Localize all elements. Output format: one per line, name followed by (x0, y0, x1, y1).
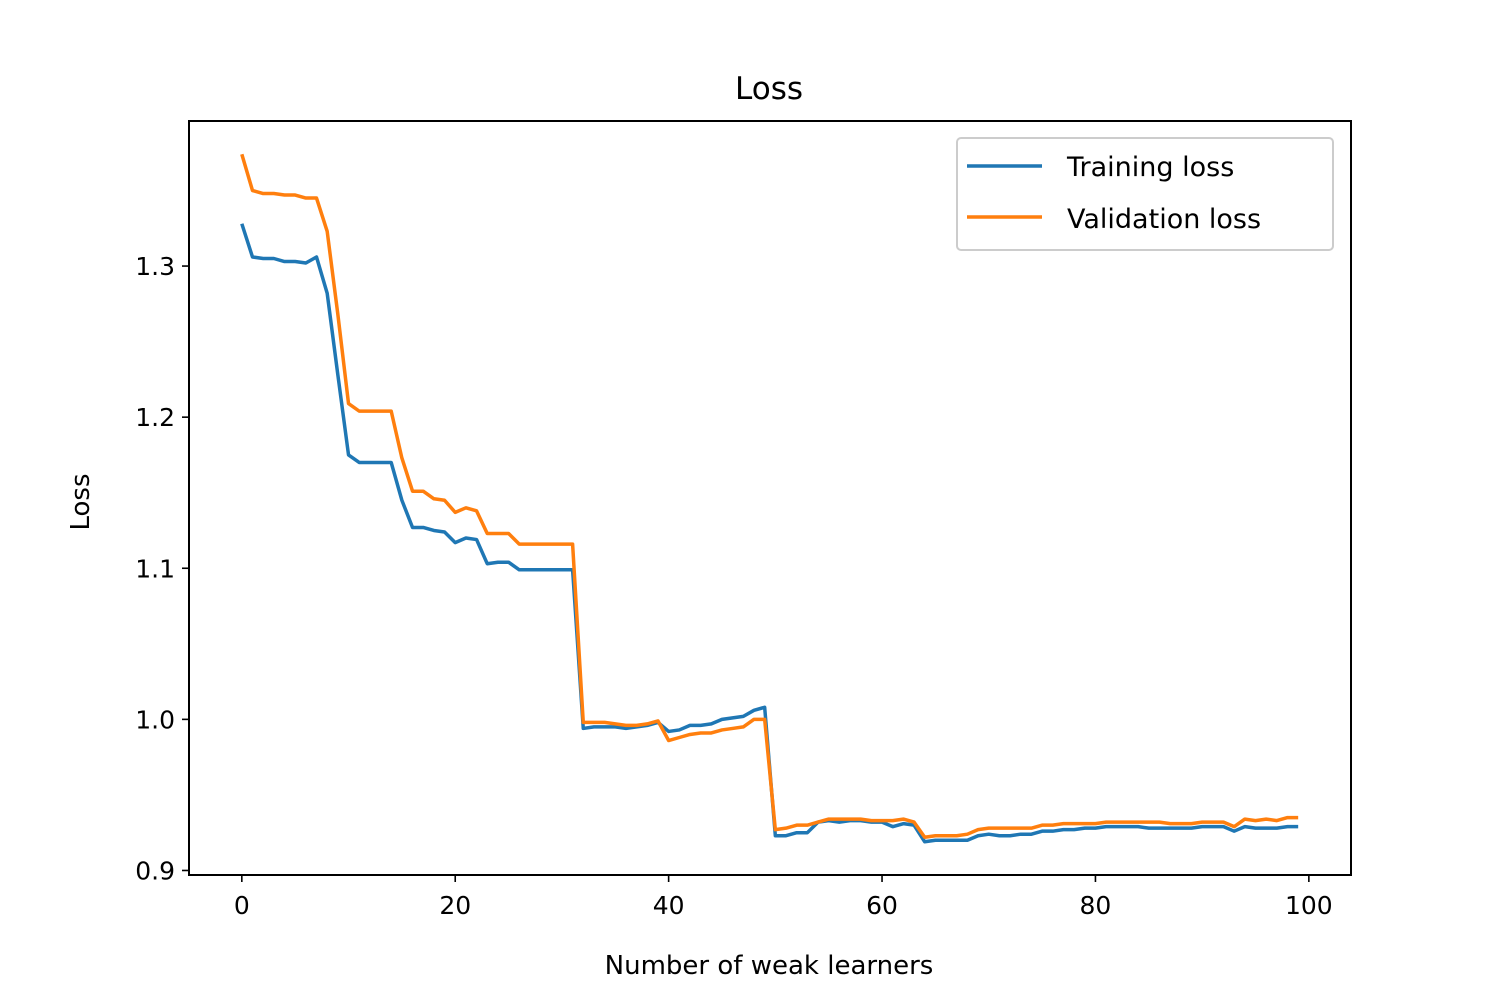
legend: Training loss Validation loss (956, 137, 1334, 251)
legend-label-training-loss: Training loss (1066, 152, 1234, 183)
series-line-validation-loss (240, 153, 1299, 839)
plot-frame (188, 120, 1352, 876)
x-tick-label: 40 (653, 891, 685, 920)
chart-title: Loss (735, 71, 803, 107)
x-axis-ticks: 0 20 40 60 80 100 (234, 875, 1333, 920)
y-tick-label: 1.2 (135, 403, 175, 432)
x-tick-label: 100 (1285, 891, 1333, 920)
series-layer (240, 153, 1299, 844)
legend-label-validation-loss: Validation loss (1067, 204, 1261, 235)
y-tick-label: 1.0 (135, 705, 175, 734)
y-tick-label: 0.9 (135, 856, 175, 885)
x-tick-label: 20 (439, 891, 471, 920)
x-tick-label: 80 (1080, 891, 1112, 920)
y-tick-label: 1.3 (135, 252, 175, 281)
y-axis-ticks: 0.9 1.0 1.1 1.2 1.3 (135, 252, 189, 885)
x-tick-label: 0 (234, 891, 250, 920)
x-tick-label: 60 (866, 891, 898, 920)
x-axis-label: Number of weak learners (605, 951, 934, 981)
y-tick-label: 1.1 (135, 554, 175, 583)
legend-box (956, 137, 1334, 251)
series-line-training-loss (240, 223, 1299, 844)
y-axis-label: Loss (66, 473, 96, 530)
